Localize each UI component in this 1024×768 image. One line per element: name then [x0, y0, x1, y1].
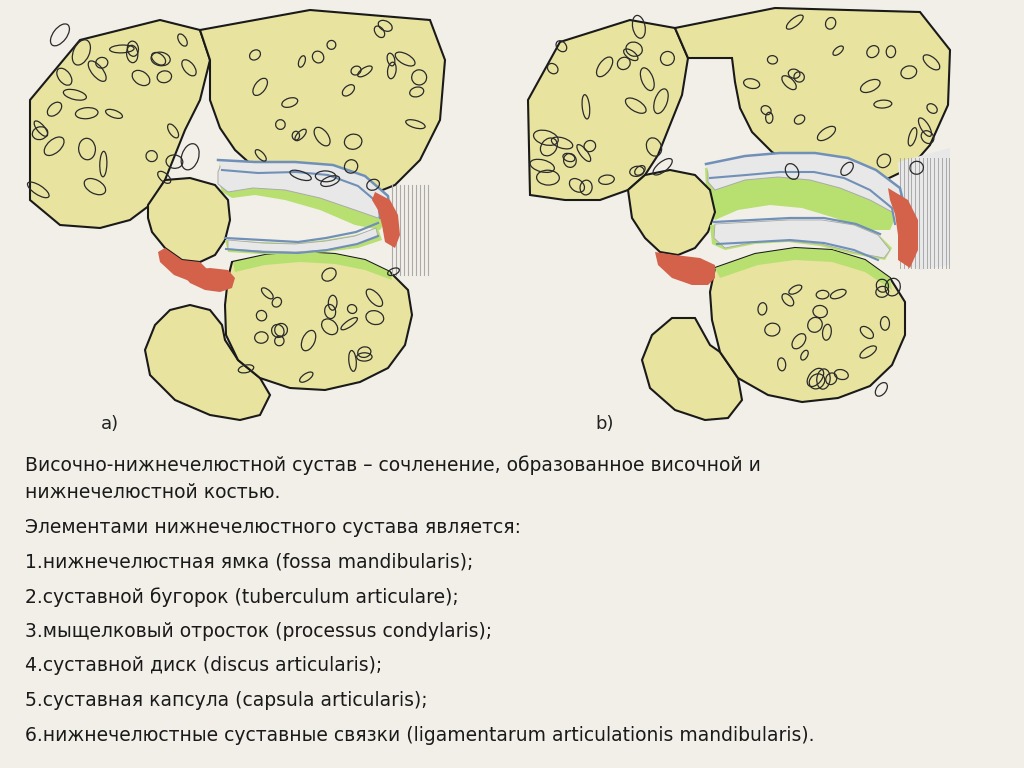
Text: 4.суставной диск (discus articularis);: 4.суставной диск (discus articularis);: [25, 657, 382, 675]
Polygon shape: [528, 20, 688, 200]
Polygon shape: [233, 252, 392, 280]
Polygon shape: [218, 160, 390, 230]
Text: 1.нижнечелюстная ямка (fossa mandibularis);: 1.нижнечелюстная ямка (fossa mandibulari…: [25, 552, 473, 571]
Polygon shape: [706, 153, 905, 224]
Polygon shape: [655, 252, 715, 285]
Polygon shape: [710, 220, 892, 260]
Polygon shape: [228, 228, 378, 252]
Polygon shape: [158, 248, 208, 282]
Polygon shape: [218, 162, 384, 218]
Polygon shape: [714, 220, 890, 258]
Polygon shape: [895, 148, 950, 270]
Polygon shape: [145, 305, 270, 420]
Polygon shape: [708, 157, 898, 212]
Polygon shape: [372, 192, 400, 248]
Polygon shape: [218, 160, 390, 218]
Polygon shape: [628, 170, 715, 255]
Polygon shape: [888, 188, 918, 268]
Polygon shape: [184, 268, 234, 292]
Polygon shape: [675, 8, 950, 185]
Polygon shape: [225, 228, 382, 255]
Text: Элементами нижнечелюстного сустава является:: Элементами нижнечелюстного сустава являе…: [25, 518, 521, 537]
Text: 3.мыщелковый отросток (processus condylaris);: 3.мыщелковый отросток (processus condyla…: [25, 621, 493, 641]
Text: a): a): [101, 415, 119, 433]
Text: нижнечелюстной костью.: нижнечелюстной костью.: [25, 483, 281, 502]
Polygon shape: [225, 252, 412, 390]
Polygon shape: [705, 158, 900, 230]
Polygon shape: [710, 248, 905, 402]
Text: Височно-нижнечелюстной сустав – сочленение, образованное височной и: Височно-нижнечелюстной сустав – сочленен…: [25, 455, 761, 475]
Text: 5.суставная капсула (capsula articularis);: 5.суставная капсула (capsula articularis…: [25, 691, 428, 710]
Text: 6.нижнечелюстные суставные связки (ligamentarum articulationis mandibularis).: 6.нижнечелюстные суставные связки (ligam…: [25, 726, 814, 745]
Polygon shape: [148, 178, 230, 262]
Text: b): b): [596, 415, 614, 433]
Polygon shape: [200, 10, 445, 198]
Polygon shape: [642, 318, 742, 420]
Polygon shape: [715, 248, 892, 290]
Text: 2.суставной бугорок (tuberculum articulare);: 2.суставной бугорок (tuberculum articula…: [25, 587, 459, 607]
Polygon shape: [30, 20, 210, 228]
